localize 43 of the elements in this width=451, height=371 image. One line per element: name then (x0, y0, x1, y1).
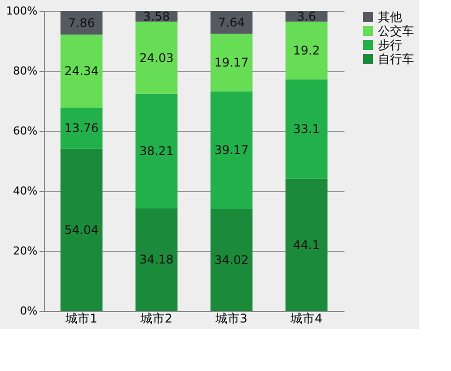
bar (210, 91, 252, 209)
data-label: 33.1 (293, 122, 320, 136)
bar (210, 11, 252, 34)
data-label: 19.2 (293, 44, 320, 58)
data-label: 44.1 (293, 238, 320, 252)
bar (210, 208, 252, 311)
data-label: 34.18 (139, 252, 174, 267)
data-label: 24.34 (64, 64, 99, 78)
y-tick-label: 60% (13, 124, 38, 138)
bar (286, 79, 328, 179)
bar (286, 178, 328, 311)
legend-label: 自行车 (378, 52, 414, 66)
bar (136, 208, 178, 311)
legend-label: 其他 (378, 10, 402, 24)
x-tick-label: 城市4 (290, 312, 322, 326)
y-tick-label: 40% (13, 184, 38, 198)
data-label: 7.86 (68, 16, 95, 30)
x-tick-label: 城市2 (140, 312, 172, 326)
y-tick-label: 0% (20, 304, 38, 318)
data-label: 24.03 (139, 50, 174, 65)
bar (136, 22, 178, 94)
y-tick-label: 100% (6, 4, 38, 18)
data-label: 19.17 (214, 56, 249, 70)
data-label: 39.17 (214, 143, 249, 158)
x-tick-label: 城市3 (214, 312, 248, 326)
bar (60, 148, 102, 311)
data-label: 54.04 (64, 222, 99, 237)
y-tick-label: 80% (13, 64, 38, 78)
y-tick-label: 20% (13, 244, 38, 258)
data-label: 3.58 (143, 9, 170, 24)
legend-label: 步行 (378, 38, 402, 52)
bar (60, 34, 102, 108)
legend-label: 公交车 (378, 24, 414, 38)
data-label: 38.21 (139, 144, 174, 158)
data-label: 13.76 (64, 121, 99, 136)
data-label: 3.6 (296, 9, 316, 24)
bar (136, 94, 178, 208)
data-label: 34.02 (214, 252, 249, 267)
bar (286, 22, 328, 80)
data-label: 7.64 (218, 15, 245, 30)
bar (60, 108, 102, 149)
x-tick-label: 城市1 (64, 312, 98, 326)
bar (210, 34, 252, 92)
